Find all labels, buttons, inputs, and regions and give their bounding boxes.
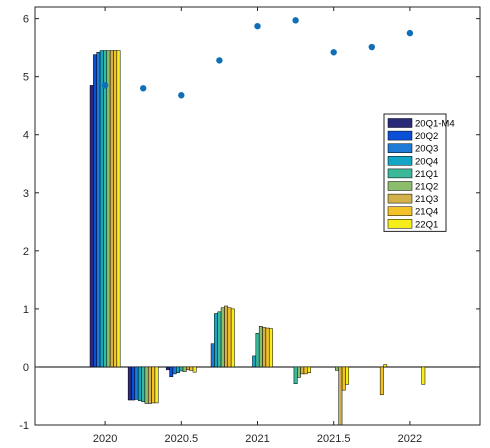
bar (383, 364, 388, 368)
legend-label: 20Q1-M4 (415, 119, 455, 130)
bar (186, 366, 190, 371)
bar (252, 355, 257, 368)
bar (141, 366, 146, 403)
legend-swatch (387, 118, 413, 128)
bar (307, 366, 311, 374)
bar (268, 328, 273, 368)
bar (96, 52, 101, 368)
legend-swatch (387, 206, 413, 216)
data-point (254, 22, 261, 30)
legend-swatch (387, 219, 413, 229)
bar (131, 366, 136, 401)
data-point (140, 85, 147, 92)
bar (224, 305, 229, 368)
markers-layer (101, 17, 414, 99)
bar (303, 366, 308, 375)
bar (192, 366, 197, 373)
data-point (178, 92, 185, 99)
legend-label: 21Q2 (415, 182, 438, 193)
bar (154, 366, 159, 404)
legend-swatch (387, 181, 413, 191)
bar (262, 327, 267, 368)
data-point (292, 17, 299, 24)
legend-swatch (387, 143, 413, 153)
legend-label: 22Q1 (415, 219, 438, 230)
y-tick-label: 2 (23, 246, 29, 258)
bar (300, 366, 305, 375)
bar (421, 366, 426, 385)
y-tick-label: 0 (23, 362, 29, 374)
y-tick-label: 3 (23, 188, 29, 200)
data-point (406, 29, 414, 37)
data-point (216, 57, 223, 64)
bar (151, 366, 156, 404)
bar (127, 366, 132, 401)
y-tick-label: 1 (23, 304, 29, 316)
bar (165, 366, 170, 371)
bar (109, 50, 114, 368)
data-point (330, 49, 337, 56)
bar (182, 366, 187, 372)
bar (103, 50, 108, 368)
bar (179, 366, 184, 372)
bar (89, 85, 94, 368)
bar (227, 307, 232, 368)
legend-swatch (387, 130, 413, 141)
legend-label: 20Q2 (415, 131, 438, 142)
bar (255, 333, 260, 368)
bar (116, 50, 121, 368)
legend-swatch (387, 156, 413, 166)
bar (258, 326, 263, 368)
data-point (101, 82, 109, 89)
legend-swatch (387, 168, 413, 179)
bar (217, 311, 222, 368)
x-tick-label: 2021.5 (317, 433, 351, 445)
y-tick-label: -1 (19, 420, 29, 432)
bar (335, 366, 339, 371)
legend-label: 21Q1 (415, 169, 438, 180)
bar (341, 366, 346, 391)
x-tick-label: 2020.5 (164, 433, 198, 445)
bar (134, 366, 139, 400)
bar (144, 366, 149, 404)
bar (137, 366, 142, 401)
y-tick-label: 4 (23, 130, 29, 142)
bar (113, 50, 118, 368)
bar (93, 54, 97, 368)
bar (297, 366, 301, 378)
y-tick-label: 6 (23, 14, 29, 26)
plot-frame (34, 6, 481, 426)
bar (345, 366, 350, 385)
legend-swatch (387, 193, 413, 204)
y-tick-label: 5 (23, 72, 29, 84)
bar (338, 366, 343, 426)
bar (172, 366, 177, 375)
legend-label: 20Q3 (415, 144, 438, 155)
legend-label: 21Q3 (415, 194, 438, 205)
bar (214, 313, 218, 368)
bar (189, 366, 194, 371)
bar (265, 327, 270, 368)
bar (210, 343, 215, 368)
bar (230, 308, 235, 368)
legend-label: 21Q4 (415, 207, 438, 218)
bar (220, 307, 225, 368)
bar (176, 366, 180, 374)
bar (99, 50, 104, 368)
x-tick-label: 2020 (93, 433, 117, 445)
bar (169, 366, 174, 378)
legend-label: 20Q4 (415, 156, 438, 167)
data-point (368, 43, 375, 51)
bar (147, 366, 152, 404)
bar (106, 50, 111, 368)
bar (379, 366, 384, 396)
bar (293, 366, 298, 385)
x-tick-label: 2021 (245, 433, 269, 445)
x-tick-label: 2022 (398, 433, 422, 445)
